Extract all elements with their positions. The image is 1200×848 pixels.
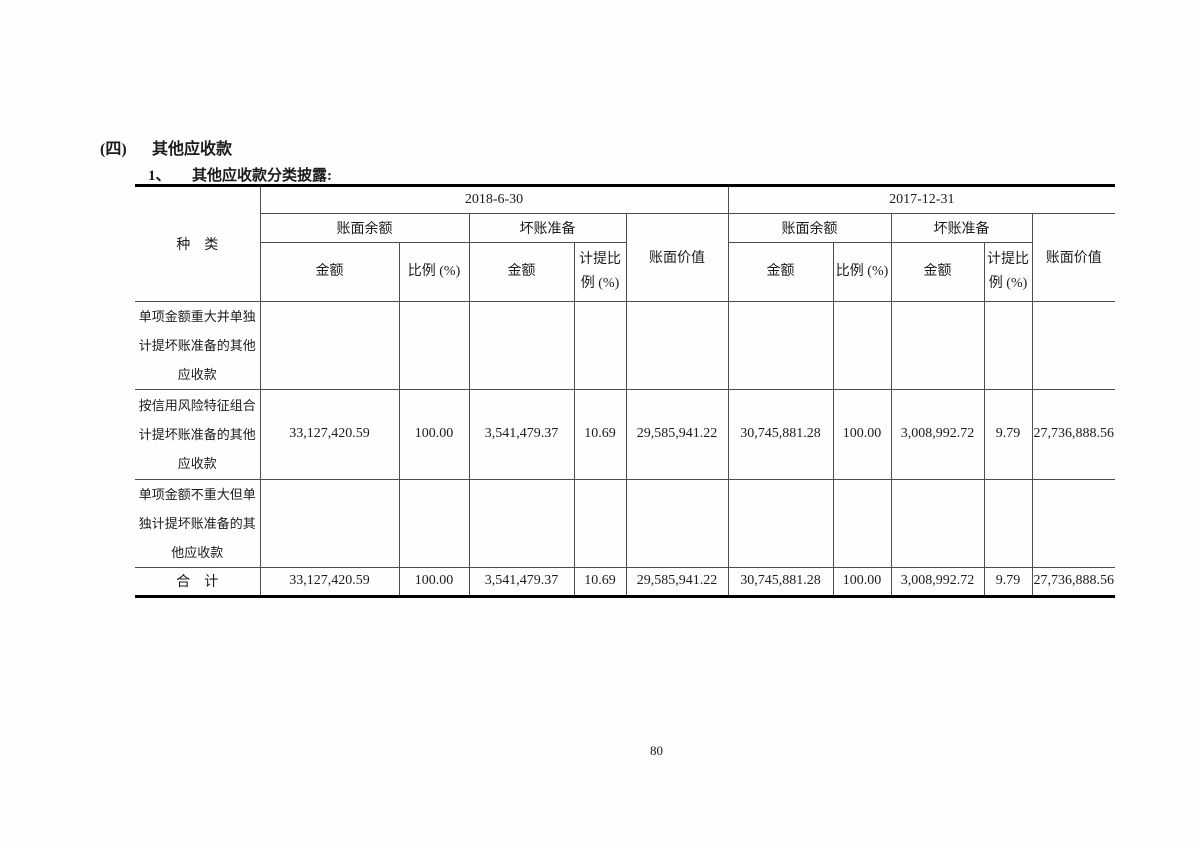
bad-debt-provision-header-2017: 坏账准备 — [890, 212, 1033, 243]
total-value: 3,008,992.72 — [890, 566, 985, 595]
cell-value — [727, 300, 834, 390]
cell-value — [890, 300, 985, 390]
section-heading: (四) 其他应收款 — [100, 135, 232, 159]
cell-value: 9.79 — [983, 388, 1033, 480]
cell-value: 3,008,992.72 — [890, 388, 985, 480]
cell-value — [1031, 478, 1116, 568]
table-row-credit-risk-group: 按信用风险特征组合计提坏账准备的其他应收款 33,127,420.59 100.… — [135, 388, 1116, 480]
cell-value — [468, 478, 575, 568]
receivables-table-wrapper: 种 类 2018-6-30 2017-12-31 账面余额 坏账准备 账面价值 … — [135, 184, 1116, 598]
cell-value — [259, 478, 400, 568]
total-value: 100.00 — [832, 566, 892, 595]
cell-value — [983, 300, 1033, 390]
book-value-header-2017: 账面价值 — [1031, 212, 1116, 302]
cell-value — [398, 300, 470, 390]
total-value: 30,745,881.28 — [727, 566, 834, 595]
total-value: 100.00 — [398, 566, 470, 595]
section-title: 其他应收款 — [152, 141, 233, 158]
row-category: 单项金额重大并单独计提坏账准备的其他应收款 — [135, 300, 261, 390]
book-balance-header-2017: 账面余额 — [727, 212, 892, 243]
cell-value — [625, 300, 729, 390]
provision-ratio-header-2017: 计提比例 (%) — [983, 241, 1033, 302]
category-column-header: 种 类 — [135, 187, 261, 302]
section-number: (四) — [100, 141, 127, 158]
amount-header-2017-balance: 金额 — [727, 241, 834, 302]
subsection-heading: 1、 其他应收款分类披露: — [148, 164, 332, 185]
ratio-header-2018: 比例 (%) — [398, 241, 470, 302]
cell-value — [983, 478, 1033, 568]
book-value-header-2018: 账面价值 — [625, 212, 729, 302]
cell-value: 10.69 — [573, 388, 627, 480]
total-value: 27,736,888.56 — [1031, 566, 1116, 595]
cell-value: 33,127,420.59 — [259, 388, 400, 480]
subsection-number: 1、 — [148, 168, 171, 184]
cell-value — [625, 478, 729, 568]
table-row-groups: 账面余额 坏账准备 账面价值 账面余额 坏账准备 账面价值 — [135, 212, 1116, 302]
cell-value: 29,585,941.22 — [625, 388, 729, 480]
ratio-header-2017: 比例 (%) — [832, 241, 892, 302]
cell-value — [573, 300, 627, 390]
period-header-2018: 2018-6-30 — [259, 187, 729, 214]
bad-debt-provision-header-2018: 坏账准备 — [468, 212, 627, 243]
page-number: 80 — [650, 743, 663, 758]
cell-value — [573, 478, 627, 568]
total-value: 9.79 — [983, 566, 1033, 595]
total-value: 3,541,479.37 — [468, 566, 575, 595]
cell-value — [468, 300, 575, 390]
cell-value — [890, 478, 985, 568]
total-value: 29,585,941.22 — [625, 566, 729, 595]
cell-value — [727, 478, 834, 568]
table-row-subheaders: 金额 比例 (%) 金额 计提比例 (%) 金额 比例 (%) 金额 计提比例 … — [135, 241, 1115, 302]
cell-value — [832, 300, 892, 390]
row-category: 单项金额不重大但单独计提坏账准备的其他应收款 — [135, 478, 261, 568]
cell-value: 100.00 — [398, 388, 470, 480]
table-row-individually-insignificant: 单项金额不重大但单独计提坏账准备的其他应收款 — [135, 478, 1116, 568]
table-row-total: 合 计 33,127,420.59 100.00 3,541,479.37 10… — [135, 566, 1116, 595]
cell-value — [832, 478, 892, 568]
amount-header-2018-provision: 金额 — [468, 241, 575, 302]
row-category: 按信用风险特征组合计提坏账准备的其他应收款 — [135, 388, 261, 480]
table-row-individually-significant: 单项金额重大并单独计提坏账准备的其他应收款 — [135, 300, 1116, 390]
receivables-classification-table: 种 类 2018-6-30 2017-12-31 账面余额 坏账准备 账面价值 … — [135, 187, 1116, 595]
provision-ratio-header-2018: 计提比例 (%) — [573, 241, 627, 302]
cell-value: 27,736,888.56 — [1031, 388, 1116, 480]
total-value: 33,127,420.59 — [259, 566, 400, 595]
total-value: 10.69 — [573, 566, 627, 595]
table-row-periods: 种 类 2018-6-30 2017-12-31 — [135, 187, 1116, 302]
cell-value — [1031, 300, 1116, 390]
cell-value — [259, 300, 400, 390]
amount-header-2017-provision: 金额 — [890, 241, 985, 302]
cell-value: 100.00 — [832, 388, 892, 480]
period-header-2017: 2017-12-31 — [727, 187, 1116, 214]
cell-value: 3,541,479.37 — [468, 388, 575, 480]
cell-value — [398, 478, 470, 568]
total-label: 合 计 — [135, 566, 261, 595]
book-balance-header-2018: 账面余额 — [260, 212, 470, 243]
amount-header-2018-balance: 金额 — [260, 241, 400, 302]
subsection-title: 其他应收款分类披露: — [192, 168, 332, 184]
cell-value: 30,745,881.28 — [727, 388, 834, 480]
